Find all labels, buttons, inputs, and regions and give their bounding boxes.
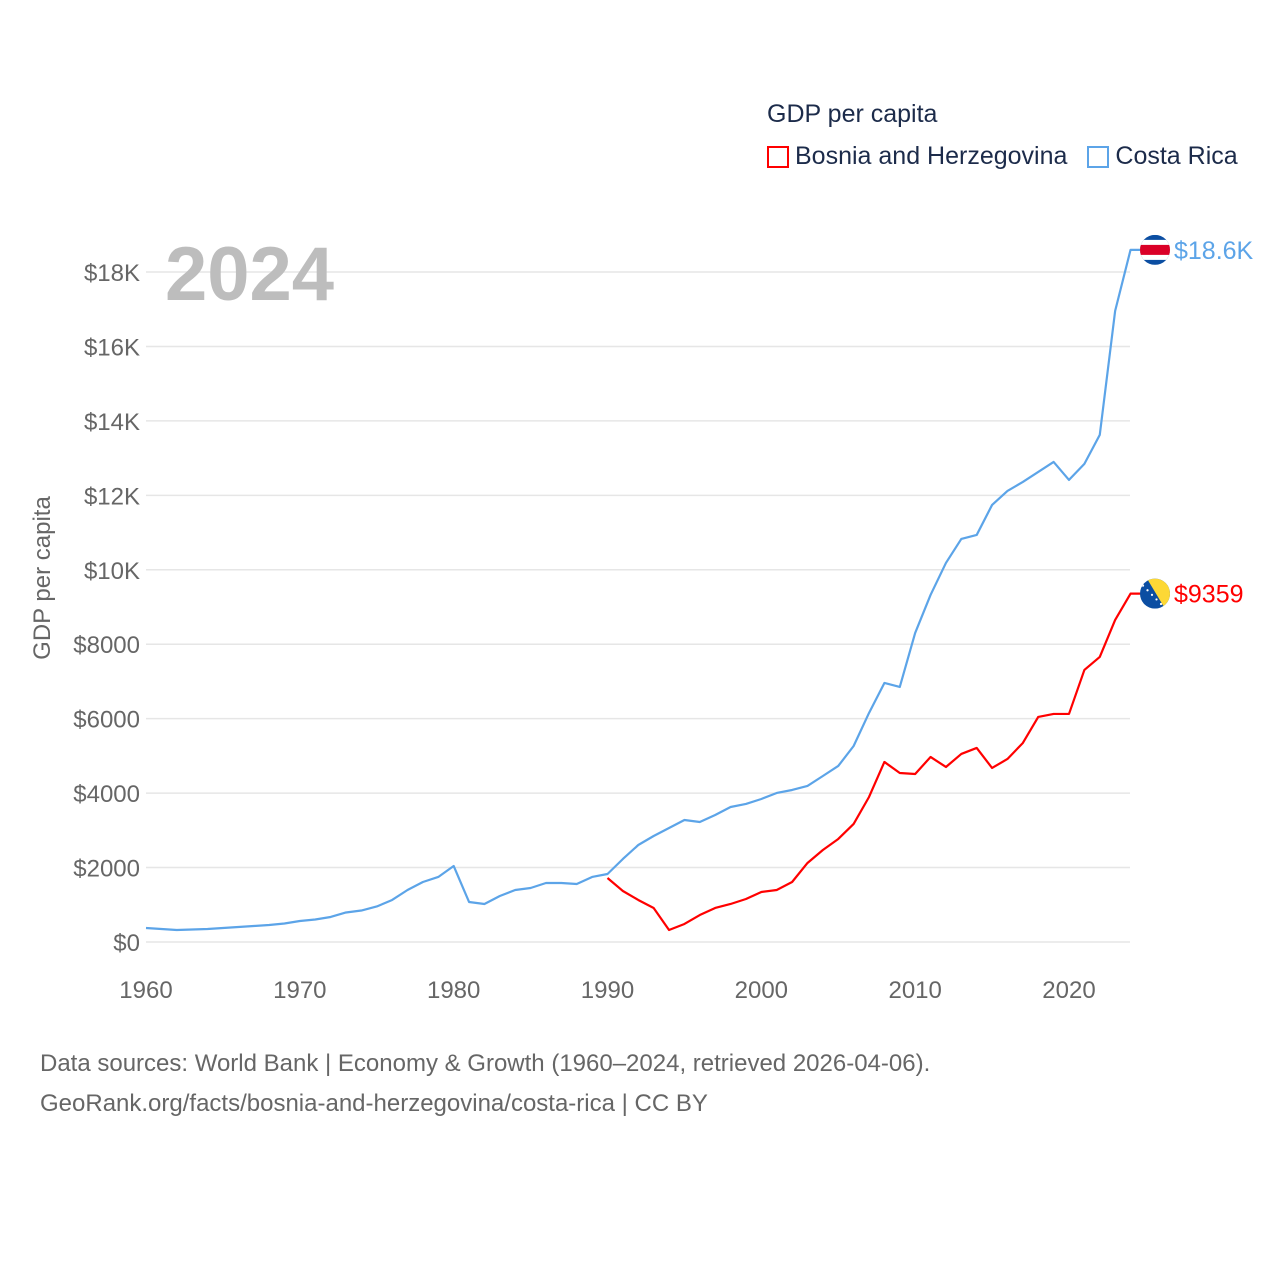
flag-red <box>1140 244 1170 255</box>
x-tick-label: 1970 <box>273 977 326 1004</box>
legend-label-costa-rica: Costa Rica <box>1115 142 1238 170</box>
legend: Bosnia and Herzegovina Costa Rica <box>767 142 1238 171</box>
flag-star <box>1159 602 1163 606</box>
legend-title: GDP per capita <box>767 100 938 128</box>
series-line-costa-rica <box>145 248 1141 932</box>
x-tick-label: 2000 <box>735 977 788 1004</box>
y-tick-label: $4000 <box>73 781 140 808</box>
flag-star <box>1146 589 1149 592</box>
series-line-bosnia <box>606 592 1141 932</box>
legend-swatch-bosnia <box>767 145 789 168</box>
y-tick-label: $6000 <box>73 707 140 734</box>
y-tick-label: $16K <box>84 334 140 361</box>
flag-star <box>1150 593 1154 596</box>
y-tick-label: $12K <box>84 483 140 510</box>
end-value-label: $9359 <box>1174 581 1244 609</box>
grid-lines <box>146 271 1130 943</box>
end-labels: $9359 $18.6K <box>1140 234 1254 609</box>
x-tick-label: 1980 <box>427 977 480 1004</box>
y-tick-label: $18K <box>84 260 140 287</box>
flag-body <box>1140 234 1170 265</box>
x-axis-ticks: 1960 1970 1980 1990 2000 2010 2020 <box>119 977 1095 1004</box>
legend-item-costa-rica[interactable]: Costa Rica <box>1087 142 1238 171</box>
year-overlay: 2024 <box>165 232 334 317</box>
costa-rica-flag-icon <box>1140 234 1170 265</box>
y-tick-label: $0 <box>113 930 140 957</box>
flag-body <box>1140 578 1170 609</box>
legend-item-bosnia[interactable]: Bosnia and Herzegovina <box>767 142 1067 171</box>
y-axis-label: GDP per capita <box>29 496 56 660</box>
series-lines <box>145 248 1141 932</box>
flag-yellow <box>1147 578 1170 609</box>
y-tick-label: $14K <box>84 409 140 436</box>
y-tick-label: $10K <box>84 558 140 585</box>
y-tick-label: $8000 <box>73 632 140 659</box>
y-tick-label: $2000 <box>73 856 140 883</box>
y-axis-ticks: $0 $2000 $4000 $6000 $8000 $10K $12K $14K $16K $1… <box>73 260 140 957</box>
source-link[interactable]: GeoRank.org/facts/bosnia-and-herzegovina… <box>40 1090 708 1117</box>
legend-label-bosnia: Bosnia and Herzegovina <box>795 142 1068 170</box>
legend-swatch-costa-rica <box>1087 145 1110 168</box>
flag-star <box>1141 584 1145 587</box>
x-tick-label: 1960 <box>119 977 172 1004</box>
data-sources: Data sources: World Bank | Economy & Gro… <box>40 1050 931 1077</box>
x-tick-label: 2010 <box>888 977 941 1004</box>
bosnia-flag-icon <box>1140 578 1170 609</box>
x-tick-label: 1990 <box>581 977 634 1004</box>
flag-star <box>1155 598 1158 601</box>
footer: Data sources: World Bank | Economy & Gro… <box>40 1044 930 1124</box>
x-tick-label: 2020 <box>1042 977 1095 1004</box>
end-value-label: $18.6K <box>1174 237 1254 265</box>
